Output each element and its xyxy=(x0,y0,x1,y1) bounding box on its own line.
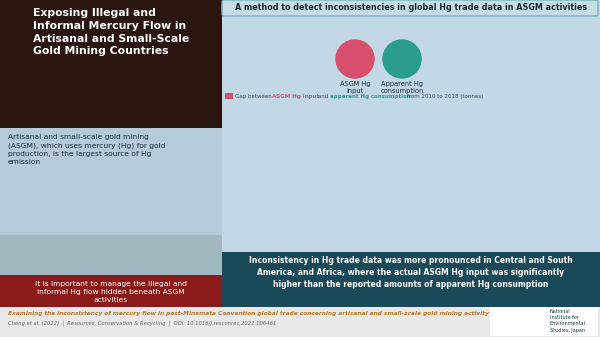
Bar xyxy=(505,166,508,171)
Text: from 2010 to 2018 (tonnes): from 2010 to 2018 (tonnes) xyxy=(405,94,483,99)
Bar xyxy=(508,190,509,195)
Bar xyxy=(296,231,310,236)
Bar xyxy=(0,235,222,295)
Bar xyxy=(314,162,315,167)
Bar xyxy=(0,307,600,337)
Bar xyxy=(299,221,311,226)
FancyBboxPatch shape xyxy=(222,0,598,16)
Title: Africa: Africa xyxy=(497,12,523,21)
Bar xyxy=(308,123,314,128)
Bar xyxy=(0,0,222,128)
Bar xyxy=(222,252,600,307)
Bar xyxy=(509,141,515,147)
Text: apparent Hg consumption: apparent Hg consumption xyxy=(330,94,411,99)
Text: National
Institute for
Environmental
Studies, Japan: National Institute for Environmental Stu… xyxy=(550,309,586,333)
Bar xyxy=(313,143,314,147)
Bar xyxy=(267,44,286,112)
Bar xyxy=(222,0,600,307)
Bar xyxy=(233,39,251,112)
Text: Gap between: Gap between xyxy=(235,94,274,99)
Bar xyxy=(302,212,313,216)
Bar xyxy=(0,275,222,337)
Text: Examining the inconsistency of mercury flow in post-Minamata Convention global t: Examining the inconsistency of mercury f… xyxy=(8,311,489,316)
Bar xyxy=(503,99,520,112)
Bar xyxy=(313,202,314,206)
Text: ASGM Hg
input: ASGM Hg input xyxy=(340,81,370,94)
Bar xyxy=(518,105,548,110)
Text: Apparent Hg
consumption: Apparent Hg consumption xyxy=(380,81,424,94)
Bar xyxy=(305,114,313,118)
Bar xyxy=(225,93,233,99)
Bar xyxy=(311,133,314,137)
Bar xyxy=(508,153,509,159)
Bar xyxy=(0,128,222,235)
Circle shape xyxy=(336,40,374,78)
Title: Central and South
America: Central and South America xyxy=(235,2,314,21)
Text: A method to detect inconsistencies in global Hg trade data in ASGM activities: A method to detect inconsistencies in gl… xyxy=(235,3,587,12)
Text: Inconsistency in Hg trade data was more pronounced in Central and South
America,: Inconsistency in Hg trade data was more … xyxy=(249,256,573,288)
Bar xyxy=(510,129,519,134)
Text: Exposing Illegal and
Informal Mercury Flow in
Artisanal and Small-Scale
Gold Min: Exposing Illegal and Informal Mercury Fl… xyxy=(33,8,189,56)
Bar xyxy=(307,241,313,245)
Bar xyxy=(508,178,509,183)
Text: and: and xyxy=(316,94,330,99)
Bar xyxy=(490,307,598,336)
Text: ASGM Hg input: ASGM Hg input xyxy=(272,94,319,99)
Text: Artisanal and small-scale gold mining
(ASGM), which uses mercury (Hg) for gold
p: Artisanal and small-scale gold mining (A… xyxy=(8,134,166,165)
Bar xyxy=(481,239,499,244)
Circle shape xyxy=(383,40,421,78)
Text: Cheng et al. (2022)  |  Resources, Conservation & Recycling  |  DOI: 10.1016/j.r: Cheng et al. (2022) | Resources, Conserv… xyxy=(8,321,277,327)
Bar xyxy=(314,192,315,196)
Bar xyxy=(507,202,508,208)
Bar xyxy=(508,226,509,232)
Bar xyxy=(314,153,315,157)
Bar xyxy=(314,172,315,177)
Bar xyxy=(246,104,283,108)
Bar xyxy=(470,90,488,112)
Bar xyxy=(507,214,508,220)
Text: It is important to manage the illegal and
informal Hg flow hidden beneath ASGM
a: It is important to manage the illegal an… xyxy=(35,281,187,303)
Bar xyxy=(512,117,529,122)
